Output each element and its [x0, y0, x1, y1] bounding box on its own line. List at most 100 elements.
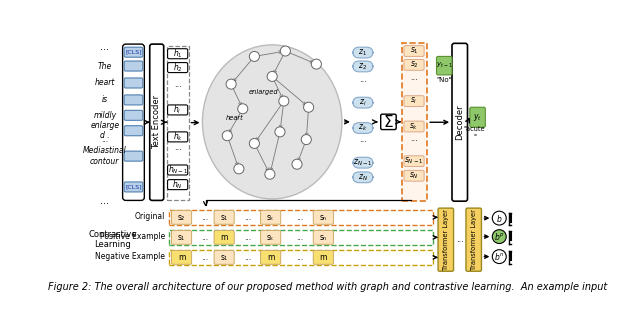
Text: ...: ... [456, 235, 464, 244]
Text: Transformer Layer: Transformer Layer [443, 209, 449, 270]
FancyBboxPatch shape [404, 121, 424, 132]
Text: "acute
": "acute " [463, 126, 485, 139]
Text: $b^n$: $b^n$ [494, 251, 504, 262]
FancyBboxPatch shape [172, 250, 191, 264]
Text: $h_2$: $h_2$ [173, 61, 182, 74]
Circle shape [275, 127, 285, 137]
Text: sₖ: sₖ [267, 213, 275, 222]
FancyBboxPatch shape [381, 114, 396, 130]
Circle shape [280, 46, 291, 56]
Text: ...: ... [173, 143, 182, 152]
Text: ...: ... [244, 213, 252, 222]
FancyBboxPatch shape [168, 132, 188, 142]
FancyBboxPatch shape [404, 46, 424, 56]
Text: $s_2$: $s_2$ [410, 60, 419, 70]
FancyBboxPatch shape [404, 60, 424, 70]
Text: ...: ... [296, 213, 303, 222]
FancyBboxPatch shape [260, 230, 281, 244]
FancyBboxPatch shape [353, 97, 373, 108]
Bar [169, 230, 433, 245]
FancyBboxPatch shape [124, 126, 143, 136]
FancyBboxPatch shape [124, 78, 143, 88]
Text: s₁: s₁ [178, 233, 185, 242]
FancyBboxPatch shape [436, 56, 452, 75]
FancyBboxPatch shape [313, 230, 333, 244]
Text: $s_k$: $s_k$ [410, 121, 419, 132]
Text: ...: ... [100, 42, 109, 52]
Circle shape [250, 139, 259, 148]
Text: $h_1$: $h_1$ [173, 47, 182, 60]
Circle shape [222, 131, 232, 141]
Circle shape [250, 51, 259, 62]
FancyBboxPatch shape [353, 172, 373, 183]
Text: $z_k$: $z_k$ [358, 123, 367, 133]
Text: $s_N$: $s_N$ [409, 170, 419, 181]
Text: s₁: s₁ [221, 213, 228, 222]
Circle shape [492, 250, 506, 264]
Text: Contrastive
Learning: Contrastive Learning [88, 230, 137, 249]
Text: m: m [178, 253, 185, 262]
Text: heart: heart [226, 115, 244, 121]
Text: Negative Example: Negative Example [95, 252, 165, 261]
FancyBboxPatch shape [168, 180, 188, 190]
Text: $h_i$: $h_i$ [173, 104, 182, 116]
Text: Transformer Layer: Transformer Layer [470, 209, 477, 270]
FancyBboxPatch shape [168, 165, 188, 175]
Text: ...: ... [296, 233, 303, 242]
Text: $z_2$: $z_2$ [358, 61, 367, 72]
Circle shape [267, 71, 277, 82]
Circle shape [265, 169, 275, 179]
Text: "No": "No" [436, 77, 452, 83]
FancyBboxPatch shape [466, 208, 481, 271]
FancyBboxPatch shape [214, 230, 234, 244]
Text: ...: ... [410, 134, 418, 142]
Text: enlarge
d .: enlarge d . [90, 121, 120, 140]
Text: $b$: $b$ [496, 213, 502, 224]
Bar [403, 43, 428, 201]
FancyBboxPatch shape [168, 105, 188, 115]
Text: m: m [220, 233, 228, 242]
Text: mildly: mildly [93, 111, 116, 120]
Text: $z_{N-1}$: $z_{N-1}$ [353, 158, 372, 168]
FancyBboxPatch shape [168, 49, 188, 59]
Circle shape [292, 159, 302, 169]
Text: $s_i$: $s_i$ [410, 96, 418, 106]
FancyBboxPatch shape [124, 61, 143, 71]
FancyBboxPatch shape [353, 157, 373, 168]
Text: Mediastinal
contour: Mediastinal contour [83, 146, 127, 166]
FancyBboxPatch shape [353, 47, 373, 58]
Text: heart: heart [95, 79, 115, 88]
Circle shape [311, 59, 321, 69]
Text: $s_{N-1}$: $s_{N-1}$ [404, 156, 424, 166]
FancyBboxPatch shape [260, 250, 281, 264]
Text: $z_N$: $z_N$ [358, 172, 368, 183]
Text: s₂: s₂ [178, 213, 185, 222]
Text: m: m [319, 253, 327, 262]
Text: $\Sigma$: $\Sigma$ [383, 114, 394, 130]
FancyBboxPatch shape [404, 156, 424, 166]
Text: $y_{t-1}$: $y_{t-1}$ [436, 61, 452, 70]
Text: enlarged: enlarged [249, 89, 278, 95]
FancyBboxPatch shape [260, 211, 281, 224]
Text: Positive Example: Positive Example [100, 232, 165, 241]
Text: ...: ... [101, 135, 108, 144]
Text: [CLS]: [CLS] [125, 50, 142, 55]
Circle shape [226, 79, 236, 89]
Circle shape [237, 104, 248, 114]
FancyBboxPatch shape [172, 230, 191, 244]
Text: $z_i$: $z_i$ [359, 97, 367, 108]
FancyBboxPatch shape [124, 110, 143, 120]
FancyBboxPatch shape [353, 61, 373, 72]
FancyBboxPatch shape [313, 250, 333, 264]
Bar [169, 250, 433, 265]
Text: Figure 2: The overall architecture of our proposed method with graph and contras: Figure 2: The overall architecture of ou… [49, 282, 607, 292]
Text: Decoder: Decoder [455, 104, 464, 140]
Text: ...: ... [296, 253, 303, 262]
Circle shape [492, 211, 506, 225]
Text: sₙ: sₙ [320, 213, 327, 222]
FancyBboxPatch shape [353, 123, 373, 134]
Ellipse shape [202, 45, 342, 199]
FancyBboxPatch shape [124, 151, 143, 161]
Text: sₙ: sₙ [320, 233, 327, 242]
Text: [CLS]: [CLS] [125, 185, 142, 190]
